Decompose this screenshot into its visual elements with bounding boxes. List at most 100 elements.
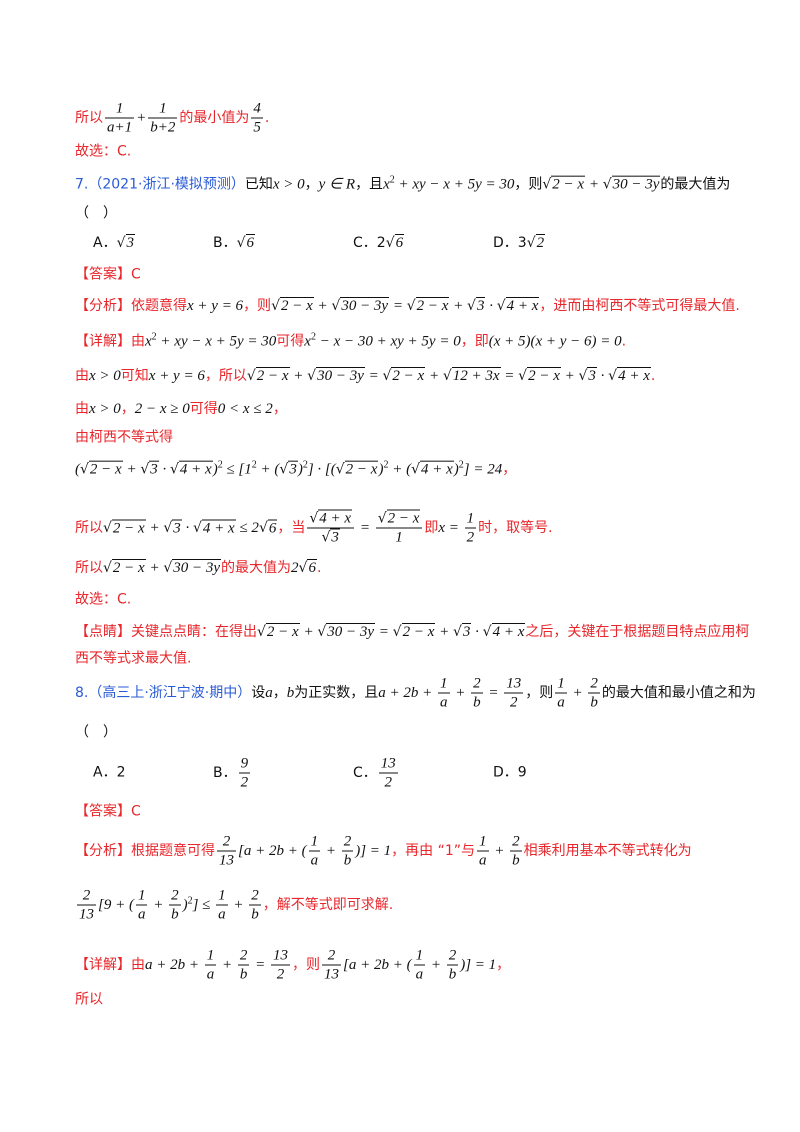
math: 3 <box>331 529 339 546</box>
numerator: 2 <box>169 887 181 906</box>
math: 1 <box>466 510 475 527</box>
math: a <box>137 906 146 923</box>
denominator: 2 <box>271 966 290 984</box>
math: 2 <box>327 947 336 964</box>
radicand: 30 − 3y <box>611 175 661 193</box>
option: C． 13 2 <box>353 755 400 792</box>
radical-sign: √ <box>80 461 89 478</box>
radicand: 3 <box>587 367 597 384</box>
math: + ( <box>256 461 280 478</box>
math: ) <box>453 461 459 478</box>
math: 2 − x <box>528 368 560 384</box>
text-line: 故选：C. <box>75 592 131 609</box>
radical: √2 − x <box>378 509 421 527</box>
radical: √4 + x <box>411 460 454 478</box>
denominator: √3 <box>307 528 354 547</box>
radical-sign: √ <box>298 560 308 576</box>
numerator: 2 <box>510 833 522 852</box>
radical-sign: √ <box>518 368 528 384</box>
text-line: 【点睛】关键点点睛：在得出√2 − x + √30 − 3y = √2 − x … <box>75 623 749 641</box>
math: [9 + ( <box>98 897 134 913</box>
radicand: 2 − x <box>279 297 314 314</box>
denominator: 2 <box>465 529 477 547</box>
math: b <box>590 694 598 711</box>
denominator: a <box>414 966 426 984</box>
radical-sign: √ <box>246 368 256 384</box>
denominator: 13 <box>217 852 236 870</box>
denominator: 13 <box>77 906 96 924</box>
radical-sign: √ <box>321 529 331 546</box>
denominator: b <box>249 906 261 924</box>
math: + <box>322 843 340 859</box>
denominator: 2 <box>504 694 523 712</box>
math: 13 <box>324 966 339 983</box>
math: 1 <box>137 887 146 904</box>
denominator: 5 <box>251 119 263 137</box>
math: + <box>585 176 603 193</box>
radicand: 30 − 3y <box>172 559 222 576</box>
text: 可知 <box>120 368 149 384</box>
math: b <box>171 906 179 923</box>
math: 2 <box>466 529 475 546</box>
math: 2 − x <box>416 298 449 314</box>
text: . <box>621 333 627 350</box>
numerator: 13 <box>504 675 524 694</box>
radical: √30 − 3y <box>602 175 661 193</box>
text: . <box>264 110 270 126</box>
math: 13 <box>273 947 288 964</box>
radicand: 3 <box>475 297 486 314</box>
text: . <box>316 560 322 576</box>
radical-sign: √ <box>331 298 341 314</box>
math: a <box>218 906 226 923</box>
math: 30 − 3y <box>341 298 389 314</box>
math: 2 <box>590 675 598 692</box>
math: ) <box>212 461 218 478</box>
math: 3 <box>588 368 596 384</box>
radical: √4 + x <box>170 460 213 478</box>
text: ，当 <box>277 520 306 536</box>
math: + <box>568 685 587 701</box>
radical-sign: √ <box>602 176 612 193</box>
math: + <box>145 560 164 576</box>
math: 4 + x <box>421 461 453 478</box>
text: ，则 <box>243 298 272 314</box>
math: + <box>136 110 147 126</box>
radicand: 4 + x <box>420 460 454 478</box>
math: + <box>490 843 509 859</box>
math: ≤ 2 <box>235 520 259 536</box>
fraction: 1 a+1 <box>105 100 135 137</box>
fraction: 13 2 <box>378 755 398 792</box>
numerator: 1 <box>204 947 217 966</box>
radical: √2 − x <box>393 623 436 640</box>
math: 2 <box>171 887 179 904</box>
math: [a + 2b + ( <box>343 957 412 973</box>
option: D．3√2 <box>493 234 546 252</box>
text: ，则 <box>514 176 543 193</box>
math: + <box>218 957 236 973</box>
math: 2 <box>276 966 285 983</box>
math: 13 <box>79 906 94 923</box>
text: 为正实数，且 <box>294 685 379 701</box>
denominator: 1 <box>376 529 423 547</box>
text: C． <box>353 765 377 781</box>
text: 故选：C. <box>75 143 132 160</box>
radical: √3 <box>467 297 486 314</box>
math: + <box>289 368 308 384</box>
radicand: 2 − x <box>527 367 561 384</box>
radical: √2 − x <box>80 460 123 478</box>
math: 2 <box>510 694 518 711</box>
text-line: (√2 − x + √3 · √4 + x)2 ≤ [12 + (√3)2] ·… <box>75 460 516 479</box>
radicand: 4 + x <box>491 623 526 640</box>
radicand: 4 + x <box>318 509 353 527</box>
radical-sign: √ <box>257 624 266 640</box>
radicand: 3 <box>125 234 135 251</box>
text: ， <box>502 461 517 478</box>
numerator: 1 <box>464 510 477 529</box>
math: 2 <box>536 235 545 251</box>
math: 2 <box>448 947 457 964</box>
